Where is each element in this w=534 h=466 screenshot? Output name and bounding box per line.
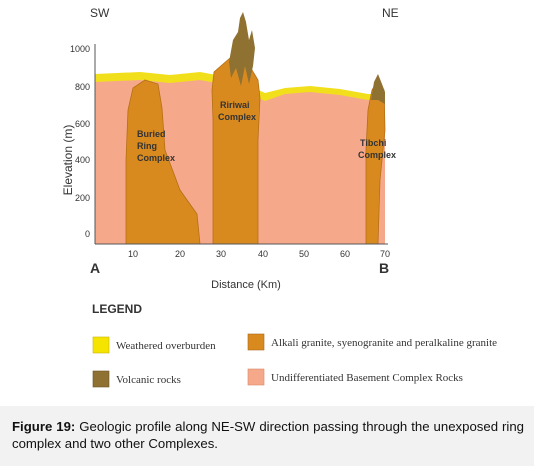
profile-start-label: A <box>90 260 100 276</box>
figure-caption: Figure 19: Geologic profile along NE-SW … <box>0 406 534 466</box>
ririwai-label-line-1: Ririwai <box>220 100 250 110</box>
buried-label-line-2: Ring <box>137 141 157 151</box>
legend-swatch-alkali-granite <box>247 333 265 351</box>
x-tick-60: 60 <box>340 249 350 259</box>
tibchi-label-line-2: Complex <box>358 150 396 160</box>
legend-label-basement-complex: Undifferentiated Basement Complex Rocks <box>271 372 463 384</box>
buried-ring-complex-label: Buried Ring Complex <box>137 129 175 163</box>
y-axis-label: Elevation (m) <box>61 125 75 196</box>
tibchi-complex-label: Tibchi Complex <box>358 138 396 160</box>
ririwai-complex-body <box>211 57 261 245</box>
buried-ring-complex-body <box>125 79 201 245</box>
x-tick-70: 70 <box>380 249 390 259</box>
x-tick-30: 30 <box>216 249 226 259</box>
caption-label: Figure 19: <box>12 419 76 434</box>
ririwai-label-line-2: Complex <box>218 112 256 122</box>
profile-end-label: B <box>379 260 389 276</box>
legend: LEGEND Weathered overburden Alkali grani… <box>92 302 497 388</box>
x-tick-40: 40 <box>258 249 268 259</box>
tibchi-label-line-1: Tibchi <box>360 138 386 148</box>
x-tick-20: 20 <box>175 249 185 259</box>
ririwai-complex-label: Ririwai Complex <box>218 100 256 122</box>
direction-ne-label: NE <box>382 6 399 20</box>
x-tick-50: 50 <box>299 249 309 259</box>
geologic-profile-figure: SW NE Elevation (m) 0 200 400 600 800 10… <box>61 6 497 388</box>
legend-swatch-basement-complex <box>247 368 265 386</box>
caption-text: Geologic profile along NE-SW direction p… <box>12 419 524 451</box>
y-tick-800: 800 <box>75 82 90 92</box>
legend-swatch-volcanic-rocks <box>92 370 110 388</box>
y-tick-200: 200 <box>75 193 90 203</box>
buried-label-line-1: Buried <box>137 129 166 139</box>
x-axis-label: Distance (Km) <box>211 279 281 291</box>
y-tick-0: 0 <box>85 229 90 239</box>
ririwai-volcanic-rocks <box>229 12 255 86</box>
legend-label-alkali-granite: Alkali granite, syenogranite and peralka… <box>271 337 497 349</box>
x-tick-10: 10 <box>128 249 138 259</box>
y-tick-600: 600 <box>75 119 90 129</box>
legend-label-volcanic-rocks: Volcanic rocks <box>116 374 181 386</box>
y-tick-1000: 1000 <box>70 44 90 54</box>
buried-label-line-3: Complex <box>137 153 175 163</box>
legend-swatch-weathered-overburden <box>92 336 110 354</box>
y-tick-400: 400 <box>75 155 90 165</box>
legend-title: LEGEND <box>92 302 142 316</box>
x-tick-labels: 10 20 30 40 50 60 70 <box>128 249 390 259</box>
tibchi-volcanic-rocks <box>371 74 385 104</box>
y-tick-labels: 0 200 400 600 800 1000 <box>70 44 90 239</box>
direction-sw-label: SW <box>90 6 110 20</box>
legend-label-weathered-overburden: Weathered overburden <box>116 340 216 352</box>
